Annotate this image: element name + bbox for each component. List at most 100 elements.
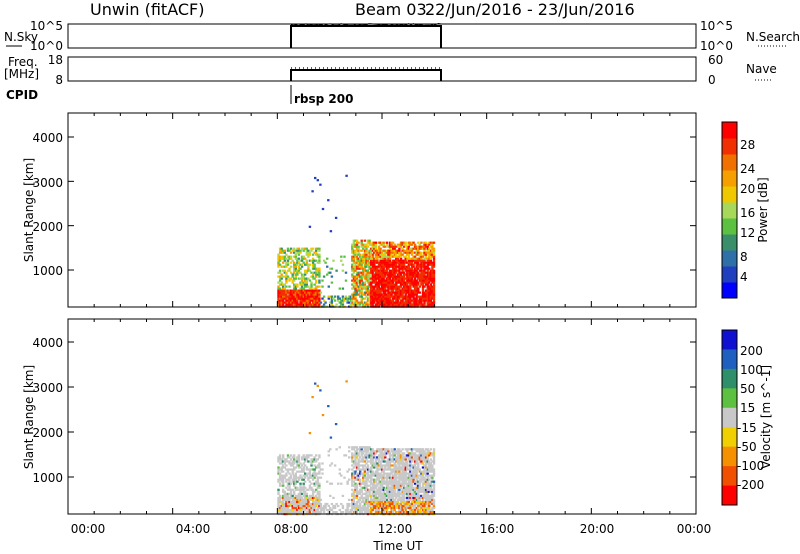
data-cell	[432, 247, 436, 250]
data-cell	[371, 297, 374, 300]
data-cell	[426, 476, 429, 479]
data-cell	[283, 283, 286, 286]
data-cell	[291, 468, 294, 471]
data-cell	[431, 269, 434, 272]
data-cell	[371, 452, 374, 455]
data-cell	[310, 458, 313, 461]
data-cell	[387, 511, 390, 514]
data-cell	[311, 289, 315, 292]
data-cell	[354, 243, 357, 246]
data-cell	[406, 506, 409, 510]
data-cell	[424, 458, 428, 461]
data-cell	[360, 464, 363, 467]
data-cell	[391, 470, 395, 473]
data-cell	[379, 243, 382, 246]
data-cell	[362, 468, 365, 471]
data-cell	[305, 247, 308, 250]
data-cell	[374, 297, 378, 300]
data-cell	[395, 464, 398, 467]
data-cell	[428, 297, 431, 300]
data-cell	[413, 243, 417, 246]
data-cell	[285, 293, 288, 296]
data-cell	[302, 291, 305, 294]
data-cell	[381, 496, 384, 499]
data-cell	[282, 498, 285, 501]
data-cell	[278, 456, 282, 459]
data-cell	[293, 476, 296, 479]
data-cell	[363, 275, 367, 278]
data-cell	[315, 287, 318, 290]
data-cell	[277, 511, 280, 514]
data-cell	[351, 295, 354, 298]
power-panel: 4000 3000 2000 1000 Slant Range [km] 28 …	[22, 112, 770, 308]
power-cbar-label: Power [dB]	[756, 177, 770, 242]
data-cell	[412, 289, 415, 292]
data-cell	[379, 299, 382, 302]
data-cell	[311, 291, 315, 294]
data-cell	[278, 283, 282, 286]
data-cell	[343, 297, 346, 300]
data-cell	[359, 468, 362, 471]
data-cell	[282, 504, 285, 508]
time-tick-1600: 16:00	[480, 522, 515, 536]
data-cell	[417, 257, 420, 260]
data-cell	[388, 263, 392, 266]
data-cell	[291, 299, 294, 302]
data-cell	[318, 486, 321, 489]
data-cell	[390, 488, 393, 491]
data-cell	[377, 251, 381, 254]
data-cell	[318, 295, 321, 298]
data-cell	[371, 460, 374, 463]
data-cell	[423, 500, 426, 504]
data-cell	[357, 263, 360, 266]
data-cell	[402, 482, 406, 485]
data-cell	[424, 474, 428, 477]
data-cell	[402, 273, 406, 276]
data-cell	[329, 295, 332, 298]
data-cell	[371, 261, 374, 264]
data-cell	[429, 249, 432, 252]
data-cell	[286, 289, 290, 292]
data-cell	[420, 502, 423, 506]
data-cell	[370, 498, 373, 501]
data-cell	[296, 251, 299, 254]
data-cell	[401, 456, 404, 459]
data-cell	[355, 299, 359, 302]
data-cell	[410, 496, 414, 499]
data-cell	[370, 500, 373, 504]
data-cell	[417, 303, 420, 306]
data-cell	[343, 255, 346, 258]
data-cell	[432, 494, 436, 497]
data-cell	[384, 297, 387, 300]
data-cell	[316, 502, 319, 506]
data-cell	[376, 484, 379, 487]
data-cell	[280, 265, 283, 268]
data-cell	[370, 506, 373, 510]
data-cell	[377, 245, 381, 248]
data-cell	[385, 482, 389, 485]
data-cell	[354, 269, 357, 272]
data-cell	[280, 293, 283, 296]
data-cell	[431, 249, 434, 252]
data-cell	[407, 249, 410, 252]
data-cell	[368, 243, 371, 246]
data-cell	[359, 259, 362, 262]
data-cell	[357, 265, 360, 268]
power-cbar-tick-4: 4	[740, 270, 748, 284]
data-cell	[354, 279, 357, 282]
data-cell	[410, 263, 414, 266]
data-cell	[370, 269, 373, 272]
data-cell	[407, 452, 410, 455]
data-cell	[388, 247, 392, 250]
data-cell	[282, 500, 285, 504]
data-cell	[293, 279, 296, 282]
data-cell	[344, 297, 348, 300]
data-cell	[412, 468, 415, 471]
data-cell	[286, 301, 290, 304]
data-cell	[374, 275, 378, 278]
data-cell	[421, 490, 425, 493]
data-cell	[398, 267, 401, 270]
data-cell	[286, 249, 290, 252]
data-cell	[399, 243, 403, 246]
data-cell	[311, 293, 315, 296]
